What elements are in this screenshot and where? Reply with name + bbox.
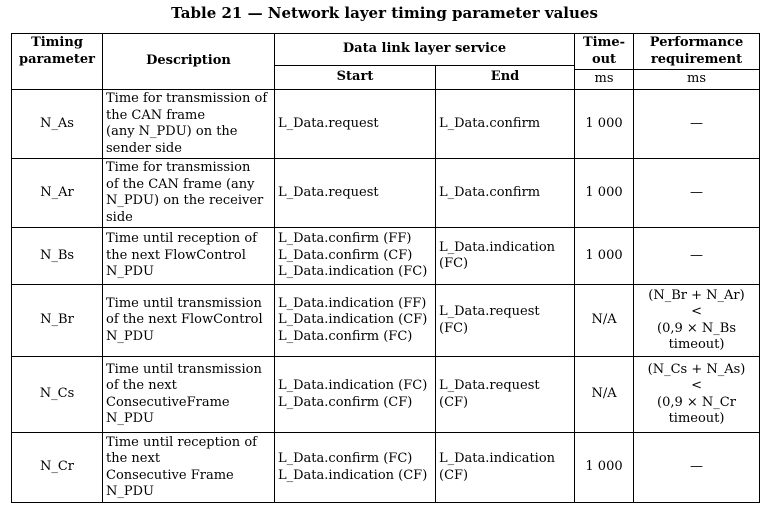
cell-performance-requirement: (N_Br + N_Ar) < (0,9 × N_Bs timeout) bbox=[633, 284, 761, 357]
table-title: Table 21 — Network layer timing paramete… bbox=[171, 4, 598, 22]
cell-service-end: L_Data.confirm bbox=[434, 158, 576, 228]
header-performance-unit: ms bbox=[633, 69, 761, 90]
table-row: N_Bs Time until reception of the next Flow… bbox=[11, 227, 761, 285]
cell-timing-parameter: N_Cr bbox=[11, 432, 103, 503]
cell-service-end: L_Data.indication (CF) bbox=[434, 432, 576, 503]
cell-description: Time until transmission of the next FlowC… bbox=[102, 284, 275, 357]
cell-description: Time until transmission of the next Consec… bbox=[102, 356, 275, 433]
cell-performance-requirement: — bbox=[633, 432, 761, 503]
header-timing-parameter: Timing parameter bbox=[11, 33, 103, 70]
header-end: End bbox=[434, 65, 576, 90]
cell-service-start: L_Data.confirm (FC) L_Data.indication (CF… bbox=[274, 432, 436, 503]
table-row: N_Ar Time for transmission of the CAN fram… bbox=[11, 158, 761, 228]
table-row: N_As Time for transmission of the CAN fram… bbox=[11, 89, 761, 159]
cell-description: Time for transmission of the CAN frame (an… bbox=[102, 89, 275, 159]
cell-description: Time until reception of the next Consecuti… bbox=[102, 432, 275, 503]
header-data-link-layer-service: Data link layer service bbox=[273, 33, 576, 66]
header-timing-parameter-spacer bbox=[11, 69, 103, 90]
cell-description: Time for transmission of the CAN frame (a… bbox=[102, 158, 275, 228]
cell-service-start: L_Data.request bbox=[274, 158, 436, 228]
cell-service-start: L_Data.request bbox=[274, 89, 436, 159]
cell-service-end: L_Data.request (CF) bbox=[434, 356, 576, 433]
cell-service-end: L_Data.indication (FC) bbox=[434, 227, 576, 285]
header-timeout-unit: ms bbox=[574, 69, 635, 90]
cell-performance-requirement: — bbox=[633, 89, 761, 159]
cell-timeout: 1 000 bbox=[574, 432, 635, 503]
cell-service-end: L_Data.request (FC) bbox=[434, 284, 576, 357]
cell-service-end: L_Data.confirm bbox=[434, 89, 576, 159]
table-row: N_Cs Time until transmission of the next Co… bbox=[11, 356, 761, 433]
header-description: Description bbox=[102, 33, 275, 90]
cell-timing-parameter: N_Br bbox=[11, 284, 103, 357]
header-start: Start bbox=[274, 65, 436, 90]
cell-timing-parameter: N_Ar bbox=[11, 158, 103, 228]
cell-service-start: L_Data.indication (FF) L_Data.indication … bbox=[274, 284, 436, 357]
header-timeout: Time- out bbox=[574, 33, 635, 70]
cell-service-start: L_Data.indication (FC) L_Data.confirm (CF… bbox=[274, 356, 436, 433]
cell-timeout: N/A bbox=[574, 356, 635, 433]
cell-timing-parameter: N_As bbox=[11, 89, 103, 159]
cell-performance-requirement: (N_Cs + N_As) < (0,9 × N_Cr timeout) bbox=[633, 356, 761, 433]
header-performance-requirement: Performance requirement bbox=[633, 33, 761, 70]
table-row: N_Br Time until transmission of the next F… bbox=[11, 284, 761, 357]
cell-description: Time until reception of the next FlowCont… bbox=[102, 227, 275, 285]
cell-timeout: 1 000 bbox=[574, 227, 635, 285]
cell-service-start: L_Data.confirm (FF) L_Data.confirm (CF) L_… bbox=[274, 227, 436, 285]
cell-performance-requirement: — bbox=[633, 158, 761, 228]
cell-timing-parameter: N_Bs bbox=[11, 227, 103, 285]
cell-timeout: N/A bbox=[574, 284, 635, 357]
cell-performance-requirement: — bbox=[633, 227, 761, 285]
cell-timing-parameter: N_Cs bbox=[11, 356, 103, 433]
timing-parameter-table: Timing parameter Description Data link l… bbox=[11, 33, 761, 503]
cell-timeout: 1 000 bbox=[574, 89, 635, 159]
table-row: N_Cr Time until reception of the next Conse… bbox=[11, 432, 761, 503]
cell-timeout: 1 000 bbox=[574, 158, 635, 228]
